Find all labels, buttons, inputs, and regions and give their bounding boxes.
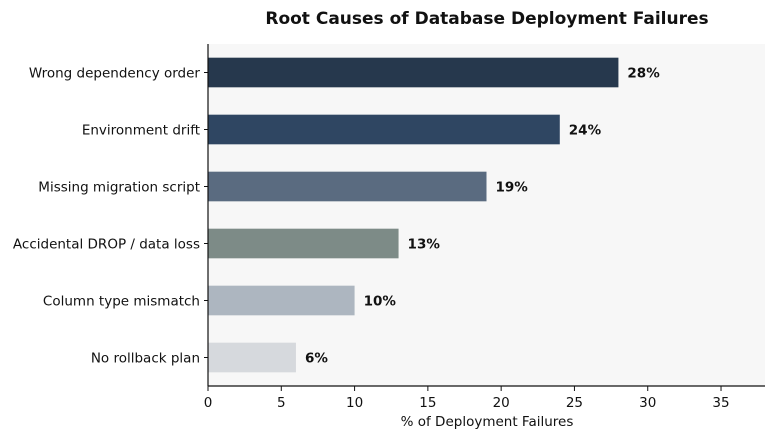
bar <box>208 114 560 145</box>
category-label: Column type mismatch <box>43 294 200 310</box>
x-tick-label: 5 <box>277 395 286 411</box>
category-label: No rollback plan <box>91 351 200 367</box>
value-label: 6% <box>305 351 328 367</box>
ticks-layer: 0 5 10 15 20 25 30 35 <box>204 386 730 411</box>
category-label: Missing migration script <box>38 180 200 196</box>
bar <box>208 57 619 88</box>
category-label: Environment drift <box>82 123 200 139</box>
chart-title: Root Causes of Database Deployment Failu… <box>265 9 708 29</box>
x-axis-label: % of Deployment Failures <box>401 414 574 430</box>
bar <box>208 342 296 373</box>
x-tick-label: 0 <box>204 395 213 411</box>
value-label: 19% <box>496 180 529 196</box>
x-tick-label: 10 <box>346 395 363 411</box>
bar <box>208 171 487 202</box>
plot-area <box>208 44 765 386</box>
value-label: 10% <box>364 294 397 310</box>
bars-layer: Wrong dependency order 28% Environment dri… <box>13 57 660 373</box>
bar <box>208 228 399 259</box>
category-label: Wrong dependency order <box>29 66 201 82</box>
x-tick-label: 30 <box>639 395 656 411</box>
x-tick-label: 20 <box>493 395 510 411</box>
value-label: 24% <box>569 123 602 139</box>
x-tick-label: 35 <box>712 395 729 411</box>
x-tick-label: 15 <box>419 395 436 411</box>
category-label: Accidental DROP / data loss <box>13 237 200 253</box>
x-tick-label: 25 <box>566 395 583 411</box>
bar <box>208 285 355 316</box>
value-label: 13% <box>408 237 441 253</box>
value-label: 28% <box>627 66 660 82</box>
